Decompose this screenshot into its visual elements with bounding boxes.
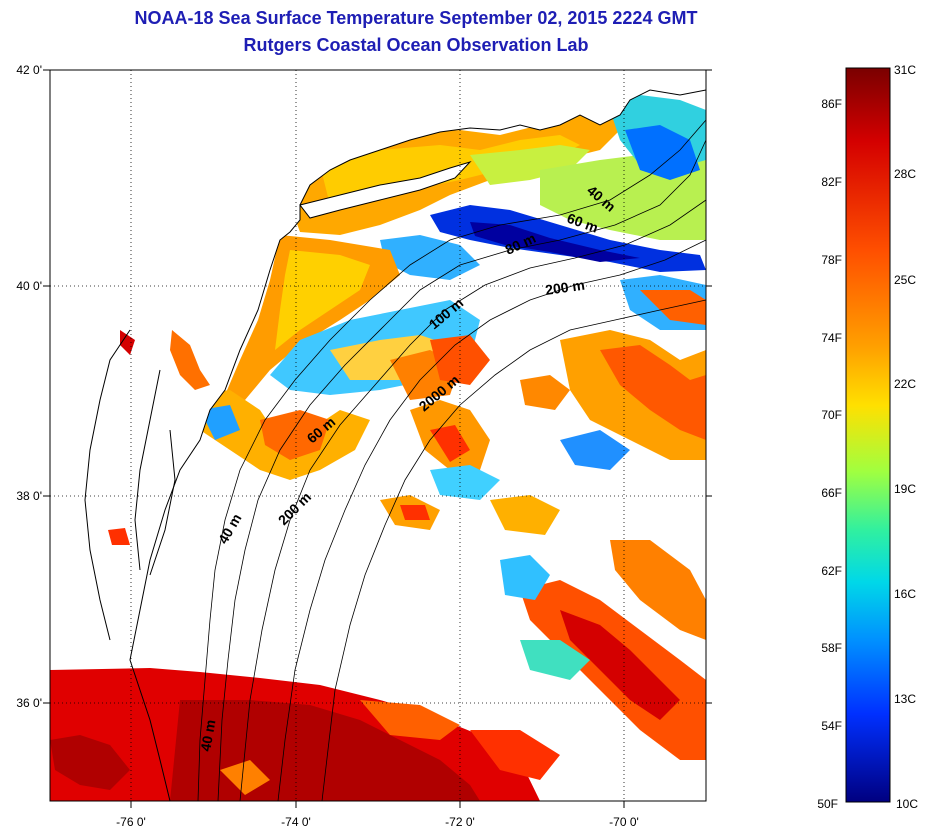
lon-label: -76 0': [116, 815, 146, 829]
bathymetry-contours: [197, 119, 707, 802]
lon-label: -74 0': [281, 815, 311, 829]
contour-label: 40 m: [197, 718, 218, 752]
colorbar-f-label: 82F: [821, 175, 842, 189]
colorbar-fahrenheit-labels: 86F 82F 78F 74F 70F 66F 62F 58F 54F 50F: [817, 97, 842, 811]
sst-image-layer: [50, 70, 706, 801]
lat-label: 36 0': [16, 696, 42, 710]
colorbar-c-label: 25C: [894, 273, 916, 287]
colorbar-c-label: 10C: [896, 797, 918, 811]
colorbar-c-label: 16C: [894, 587, 916, 601]
colorbar-f-label: 66F: [821, 486, 842, 500]
axis-ticks: [43, 69, 712, 808]
colorbar-c-label: 13C: [894, 692, 916, 706]
colorbar-celsius-labels: 31C 28C 25C 22C 19C 16C 13C 10C: [894, 63, 918, 811]
lon-label: -70 0': [609, 815, 639, 829]
graticule: [50, 70, 706, 801]
colorbar-f-label: 54F: [821, 719, 842, 733]
contour-label: 200 m: [544, 277, 586, 298]
lat-label: 40 0': [16, 279, 42, 293]
lat-label: 42 0': [16, 63, 42, 77]
colorbar-f-label: 78F: [821, 253, 842, 267]
map-title-line1: NOAA-18 Sea Surface Temperature Septembe…: [134, 8, 698, 28]
colorbar-c-label: 31C: [894, 63, 916, 77]
colorbar-f-label: 62F: [821, 564, 842, 578]
lon-label: -72 0': [445, 815, 475, 829]
colorbar-f-label: 86F: [821, 97, 842, 111]
colorbar-c-label: 19C: [894, 482, 916, 496]
colorbar-c-label: 22C: [894, 377, 916, 391]
lat-label: 38 0': [16, 489, 42, 503]
map-title-line2: Rutgers Coastal Ocean Observation Lab: [243, 35, 589, 55]
map-frame: [49, 69, 707, 802]
colorbar-f-label: 58F: [821, 641, 842, 655]
colorbar-f-label: 74F: [821, 331, 842, 345]
latitude-labels: 42 0' 40 0' 38 0' 36 0': [16, 63, 42, 710]
colorbar-c-label: 28C: [894, 167, 916, 181]
longitude-labels: -76 0' -74 0' -72 0' -70 0': [116, 815, 639, 829]
colorbar-f-label: 70F: [821, 408, 842, 422]
coastline-layer: [84, 89, 707, 802]
colorbar-f-label: 50F: [817, 797, 838, 811]
colorbar: [845, 67, 891, 803]
